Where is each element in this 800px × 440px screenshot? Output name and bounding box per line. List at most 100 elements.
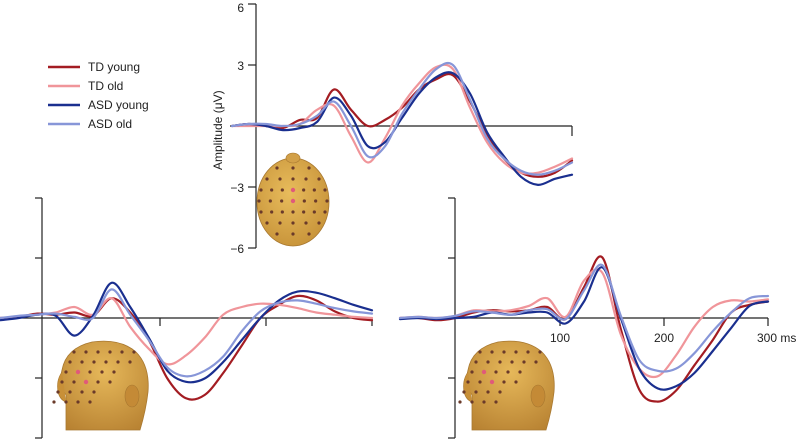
electrode-dot [317,221,321,225]
electrode-dot [96,380,100,384]
electrode-dot [502,380,506,384]
legend-label-td-young: TD young [88,60,140,74]
y-axis-title: Amplitude (μV) [211,90,225,170]
legend-entry: ASD young [48,98,149,112]
traces-top [230,61,574,186]
electrode-dot [108,380,112,384]
electrode-dot [304,221,308,225]
electrode-dot [494,400,498,404]
electrode-dot [104,360,108,364]
traces-bottom-right [398,255,770,403]
electrode-dot [280,188,284,192]
series-line-td-young [398,255,770,403]
electrode-dot [275,166,279,170]
electrode-dot [108,350,112,354]
electrode-dot [268,199,272,203]
electrode-dot [265,221,269,225]
panel-bottom-right: 100 200 300 ms [398,197,796,439]
electrode-dot [312,188,316,192]
electrode-dot [68,360,72,364]
legend-label-asd-young: ASD young [88,98,149,112]
electrode-dot [291,232,295,236]
electrode-dot [280,210,284,214]
electrode-dot [482,400,486,404]
electrode-dot [474,390,478,394]
electrode-dot [291,221,295,225]
electrode-dot [314,199,318,203]
electrode-dot [522,360,526,364]
electrode-dot [317,177,321,181]
electrode-dot [478,380,482,384]
electrode-dot [52,400,56,404]
electrode-dot [514,350,518,354]
electrode-dot [278,177,282,181]
electrode-dot [302,199,306,203]
x-tick-label: 100 [550,331,570,345]
panel-bottom-left [0,197,374,439]
legend-label-td-old: TD old [88,79,123,93]
series-line-asd-old [0,288,374,378]
electrode-dot [132,350,136,354]
x-tick-label: 300 ms [757,331,796,345]
head-side-view-icon [458,340,555,431]
electrode-dot [462,390,466,394]
electrode-dot [486,360,490,364]
electrode-dot [83,379,89,385]
electrode-dot [291,166,295,170]
electrode-dot [307,232,311,236]
electrode-dot [96,350,100,354]
legend: TD young TD old ASD young ASD old [48,60,149,131]
electrode-dot [88,370,92,374]
traces-bottom-left [0,281,374,401]
electrode-dot [518,370,522,374]
electrode-dot [490,350,494,354]
electrode-dot [80,390,84,394]
electrode-dot [116,360,120,364]
series-line-asd-young [0,281,374,384]
legend-entry: TD young [48,60,140,74]
electrode-dot [514,380,518,384]
y-tick-label: −3 [230,181,244,195]
electrode-dot [80,360,84,364]
electrode-dot [265,177,269,181]
x-tick-label: 200 [654,331,674,345]
electrode-dot [112,370,116,374]
electrode-dot [474,360,478,364]
electrode-dot [92,360,96,364]
electrode-dot [466,380,470,384]
panel-top: 6 3 −3 −6 Amplitude (μV) [211,1,574,256]
electrode-dot [270,210,274,214]
legend-entry: TD old [48,79,123,93]
electrode-dot [68,390,72,394]
electrode-dot [88,400,92,404]
head-side-view-icon [52,340,149,431]
electrode-dot [259,210,263,214]
electrode-dot [307,166,311,170]
electrode-dot [56,390,60,394]
electrode-dot [506,370,510,374]
y-tick-label: 6 [237,1,244,15]
electrode-dot [526,350,530,354]
electrode-dot [510,360,514,364]
electrode-dot [502,350,506,354]
electrode-dot [290,198,296,204]
electrode-dot [323,210,327,214]
electrode-dot [489,379,495,385]
legend-label-asd-old: ASD old [88,117,132,131]
electrode-dot [92,390,96,394]
electrode-dot [120,350,124,354]
electrode-dot [470,370,474,374]
series-line-asd-young [398,266,770,391]
electrode-dot [538,350,542,354]
electrode-dot [64,400,68,404]
electrode-dot [259,188,263,192]
electrode-dot [302,210,306,214]
electrode-dot [75,369,81,375]
electrode-dot [291,177,295,181]
electrode-dot [64,370,68,374]
electrode-dot [323,188,327,192]
electrode-dot [290,187,296,193]
electrode-dot [302,188,306,192]
series-line-td-old [0,297,374,366]
